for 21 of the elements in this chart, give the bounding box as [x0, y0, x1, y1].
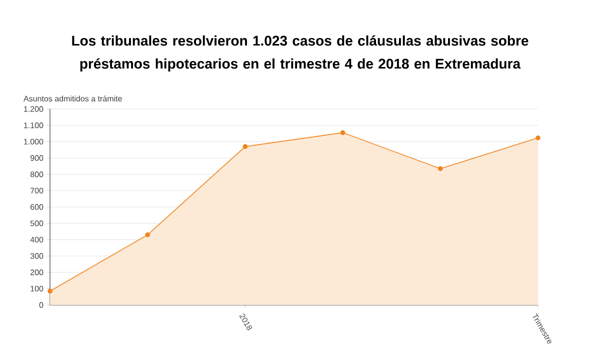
y-tick-label: 200 — [30, 269, 44, 276]
y-tick-label: 500 — [30, 220, 44, 226]
y-tick-label: 1.000 — [24, 138, 44, 144]
y-tick-label: 1.200 — [24, 106, 44, 112]
y-tick-label: 1.100 — [24, 122, 44, 128]
y-tick-label: 900 — [30, 155, 44, 161]
point — [438, 166, 443, 171]
point — [340, 130, 346, 135]
point — [48, 288, 52, 294]
y-tick-label: 0 — [39, 302, 44, 308]
y-tick-label: 300 — [30, 253, 44, 259]
y-tick-label: 100 — [30, 286, 44, 292]
y-tick-label: 400 — [30, 236, 44, 242]
point — [242, 144, 248, 149]
y-axis-title: Asuntos admitidos a trámite — [24, 95, 122, 102]
point — [145, 232, 150, 238]
point — [536, 135, 540, 140]
y-tick-label: 700 — [30, 188, 44, 194]
y-tick-label: 800 — [30, 171, 44, 178]
y-tick-label: 600 — [30, 204, 44, 210]
chart-title: Los tribunales resolvieron 1.023 casos de cláusulas abusivas sobre préstamos hipotecarios en el trimestre 4 de 2018 en Extremadura — [72, 35, 528, 72]
